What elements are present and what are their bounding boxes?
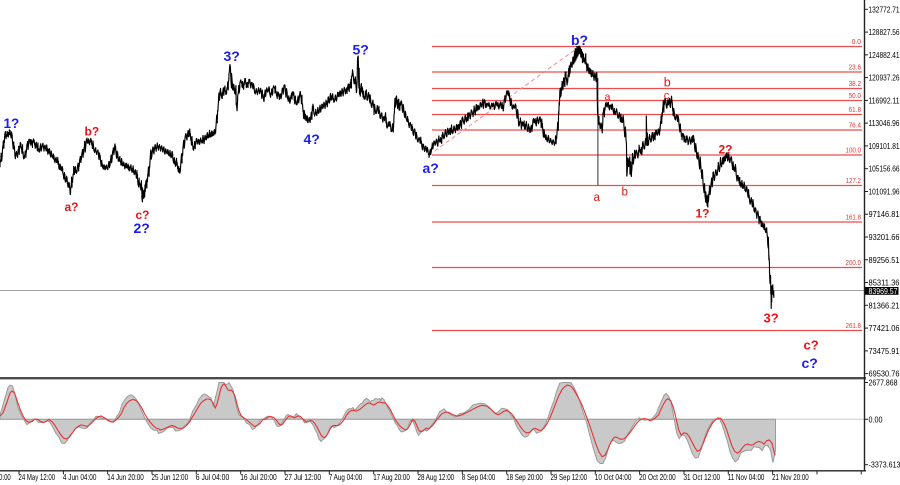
svg-text:14 Jun 20:00: 14 Jun 20:00 xyxy=(107,472,144,482)
svg-text:2677.868: 2677.868 xyxy=(869,378,898,388)
svg-text:a?: a? xyxy=(423,160,439,176)
svg-text:0.00: 0.00 xyxy=(869,414,883,424)
svg-text:120937.26: 120937.26 xyxy=(869,73,900,83)
svg-text:20 Oct 20:00: 20 Oct 20:00 xyxy=(639,472,676,482)
svg-text:8 Sep 04:00: 8 Sep 04:00 xyxy=(462,472,496,482)
svg-text:c?: c? xyxy=(136,208,150,222)
svg-text:23.6: 23.6 xyxy=(849,63,861,72)
svg-text:2?: 2? xyxy=(719,143,733,157)
svg-text:b?: b? xyxy=(85,125,100,139)
svg-text:17 Aug 20:00: 17 Aug 20:00 xyxy=(373,472,410,482)
svg-text:a: a xyxy=(605,91,611,103)
svg-text:25 Jun 12:00: 25 Jun 12:00 xyxy=(152,472,189,482)
svg-text:76.4: 76.4 xyxy=(849,121,861,130)
svg-text:11 Nov 04:00: 11 Nov 04:00 xyxy=(728,472,765,482)
svg-text:b?: b? xyxy=(571,32,588,48)
svg-text:85311.36: 85311.36 xyxy=(869,278,900,288)
svg-text:1?: 1? xyxy=(4,116,20,131)
svg-text:132772.71: 132772.71 xyxy=(869,4,900,14)
svg-text:101091.96: 101091.96 xyxy=(869,187,900,197)
svg-text:127.2: 127.2 xyxy=(846,176,862,185)
svg-text:1?: 1? xyxy=(696,207,710,221)
svg-text:81366.21: 81366.21 xyxy=(869,300,900,310)
svg-text:73475.91: 73475.91 xyxy=(869,346,900,356)
svg-text:b: b xyxy=(622,187,628,199)
svg-text:3?: 3? xyxy=(224,48,240,64)
svg-text:113046.96: 113046.96 xyxy=(869,118,900,128)
svg-text:c?: c? xyxy=(802,355,818,371)
svg-text:16 Jul 20:00: 16 Jul 20:00 xyxy=(240,472,277,482)
svg-text:0.0: 0.0 xyxy=(852,37,861,46)
svg-text:10 Oct 04:00: 10 Oct 04:00 xyxy=(595,472,632,482)
svg-text:69530.76: 69530.76 xyxy=(869,369,900,379)
svg-text:c: c xyxy=(664,90,670,102)
svg-text:5?: 5? xyxy=(353,42,369,58)
svg-text:a: a xyxy=(594,192,601,204)
svg-text:18 Sep 20:00: 18 Sep 20:00 xyxy=(506,472,543,482)
svg-text:4?: 4? xyxy=(304,131,320,147)
svg-text:24 May 12:00: 24 May 12:00 xyxy=(19,472,56,482)
svg-text:116992.11: 116992.11 xyxy=(869,95,900,105)
svg-text:3?: 3? xyxy=(764,311,779,326)
svg-text:50.0: 50.0 xyxy=(849,91,861,100)
svg-text:100.0: 100.0 xyxy=(846,146,862,155)
svg-text:c?: c? xyxy=(804,338,819,353)
svg-text:4 Jun 04:00: 4 Jun 04:00 xyxy=(63,472,97,482)
svg-text:124882.41: 124882.41 xyxy=(869,50,900,60)
svg-text:89256.51: 89256.51 xyxy=(869,255,900,265)
svg-text:93201.66: 93201.66 xyxy=(869,232,900,242)
svg-text:77421.06: 77421.06 xyxy=(869,323,900,333)
svg-text:161.8: 161.8 xyxy=(846,213,862,222)
svg-text:31 Oct 12:00: 31 Oct 12:00 xyxy=(684,472,721,482)
svg-text:21 Nov 20:00: 21 Nov 20:00 xyxy=(772,472,809,482)
svg-text:83969.57: 83969.57 xyxy=(869,287,898,296)
svg-text:29 Sep 12:00: 29 Sep 12:00 xyxy=(551,472,588,482)
svg-text:61.8: 61.8 xyxy=(849,105,861,114)
svg-text:200.0: 200.0 xyxy=(846,258,862,267)
svg-text:97146.81: 97146.81 xyxy=(869,209,900,219)
svg-text:2?: 2? xyxy=(134,220,150,236)
svg-text:a?: a? xyxy=(65,200,79,214)
svg-text:6 Jul 04:00: 6 Jul 04:00 xyxy=(196,472,230,482)
svg-text:38.2: 38.2 xyxy=(849,79,861,88)
svg-text:28 Aug 12:00: 28 Aug 12:00 xyxy=(418,472,455,482)
svg-text:b: b xyxy=(664,76,671,90)
svg-text:27 Jul 12:00: 27 Jul 12:00 xyxy=(285,472,322,482)
svg-text:7 Aug 04:00: 7 Aug 04:00 xyxy=(329,472,363,482)
svg-text:13 May 20:00: 13 May 20:00 xyxy=(0,472,11,482)
svg-text:-3373.613: -3373.613 xyxy=(869,460,900,470)
svg-text:128827.56: 128827.56 xyxy=(869,27,900,37)
svg-text:109101.81: 109101.81 xyxy=(869,141,900,151)
svg-text:261.8: 261.8 xyxy=(846,321,862,330)
svg-text:105156.66: 105156.66 xyxy=(869,164,900,174)
